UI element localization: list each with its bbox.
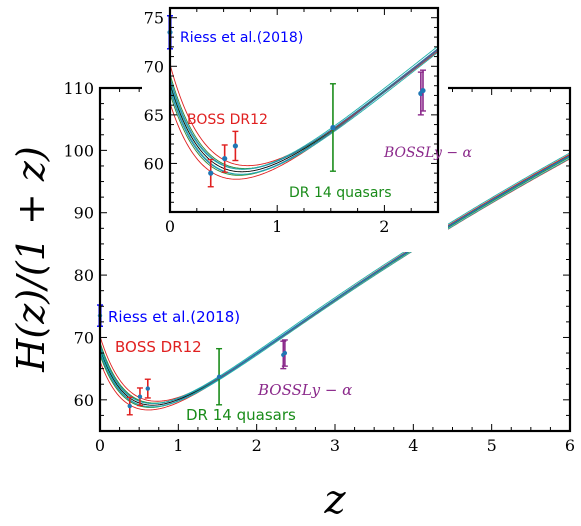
y-tick-label: 80 bbox=[74, 266, 94, 285]
y-tick-label: 65 bbox=[144, 106, 164, 125]
y-tick-label: 75 bbox=[144, 9, 164, 28]
x-tick-label: 1 bbox=[173, 436, 183, 455]
x-tick-label: 2 bbox=[379, 217, 389, 236]
y-axis-label: H(z)/(1 + z) bbox=[9, 146, 53, 372]
x-tick-label: 0 bbox=[165, 217, 175, 236]
model-curves bbox=[170, 45, 438, 180]
model-curve bbox=[170, 51, 438, 175]
y-tick-label: 90 bbox=[74, 204, 94, 223]
model-curve bbox=[170, 48, 438, 170]
annotation-label: DR 14 quasars bbox=[186, 406, 296, 424]
data-point bbox=[127, 403, 132, 409]
model-curve bbox=[100, 157, 570, 408]
y-tick-label: 60 bbox=[144, 154, 164, 173]
model-curve bbox=[170, 45, 438, 170]
annotation-label: BOSS DR12 bbox=[115, 338, 202, 356]
x-tick-label: 6 bbox=[565, 436, 575, 455]
data-point bbox=[145, 386, 150, 391]
data-point bbox=[420, 87, 426, 94]
data-point bbox=[330, 124, 336, 131]
x-tick-label: 3 bbox=[330, 436, 340, 455]
x-tick-label: 5 bbox=[487, 436, 497, 455]
x-tick-label: 0 bbox=[95, 436, 105, 455]
annotation-label: DR 14 quasars bbox=[289, 185, 391, 201]
data-point bbox=[222, 155, 228, 162]
data-series bbox=[280, 339, 288, 370]
model-curves bbox=[100, 152, 570, 411]
annotation-label: Riess et al.(2018) bbox=[180, 30, 303, 46]
data-point bbox=[282, 350, 288, 356]
data-series bbox=[329, 83, 336, 172]
data-point bbox=[208, 170, 214, 176]
annotation-label: BOSSLy − α bbox=[383, 145, 473, 161]
annotation-label: BOSS DR12 bbox=[187, 112, 268, 128]
x-axis-label: z bbox=[323, 477, 346, 523]
y-tick-label: 60 bbox=[74, 391, 94, 410]
data-series bbox=[126, 378, 151, 416]
x-tick-label: 4 bbox=[408, 436, 418, 455]
data-series bbox=[417, 69, 426, 116]
annotation-label: BOSSLy − α bbox=[257, 381, 352, 399]
model-curve bbox=[170, 49, 438, 175]
y-tick-label: 70 bbox=[74, 328, 94, 347]
y-tick-label: 70 bbox=[144, 57, 164, 76]
inset-background bbox=[142, 4, 448, 252]
main-plot: 0 1 2 3 4 5 6 60 70 80 90 100 110 Riess et al.(2018) B… bbox=[63, 79, 575, 455]
y-tick-label: 110 bbox=[63, 79, 94, 98]
inset-plot: 0 1 2 60 65 70 75 Riess et al.(2018) BOSS DR12 DR… bbox=[144, 6, 473, 236]
model-curve bbox=[100, 154, 570, 405]
y-tick-label: 100 bbox=[63, 141, 94, 160]
data-point bbox=[232, 143, 238, 149]
axis-ticks bbox=[169, 7, 439, 213]
data-point bbox=[137, 394, 143, 399]
annotation-label: Riess et al.(2018) bbox=[108, 308, 240, 326]
data-series bbox=[216, 347, 223, 406]
x-tick-label: 1 bbox=[272, 217, 282, 236]
data-series bbox=[207, 130, 239, 188]
data-point bbox=[216, 374, 222, 379]
x-tick-label: 2 bbox=[252, 436, 262, 455]
model-curve bbox=[100, 152, 570, 404]
